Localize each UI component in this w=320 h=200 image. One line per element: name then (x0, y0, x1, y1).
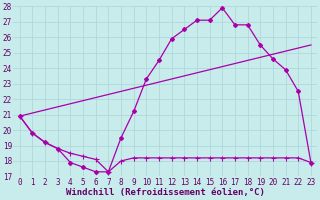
X-axis label: Windchill (Refroidissement éolien,°C): Windchill (Refroidissement éolien,°C) (66, 188, 265, 197)
